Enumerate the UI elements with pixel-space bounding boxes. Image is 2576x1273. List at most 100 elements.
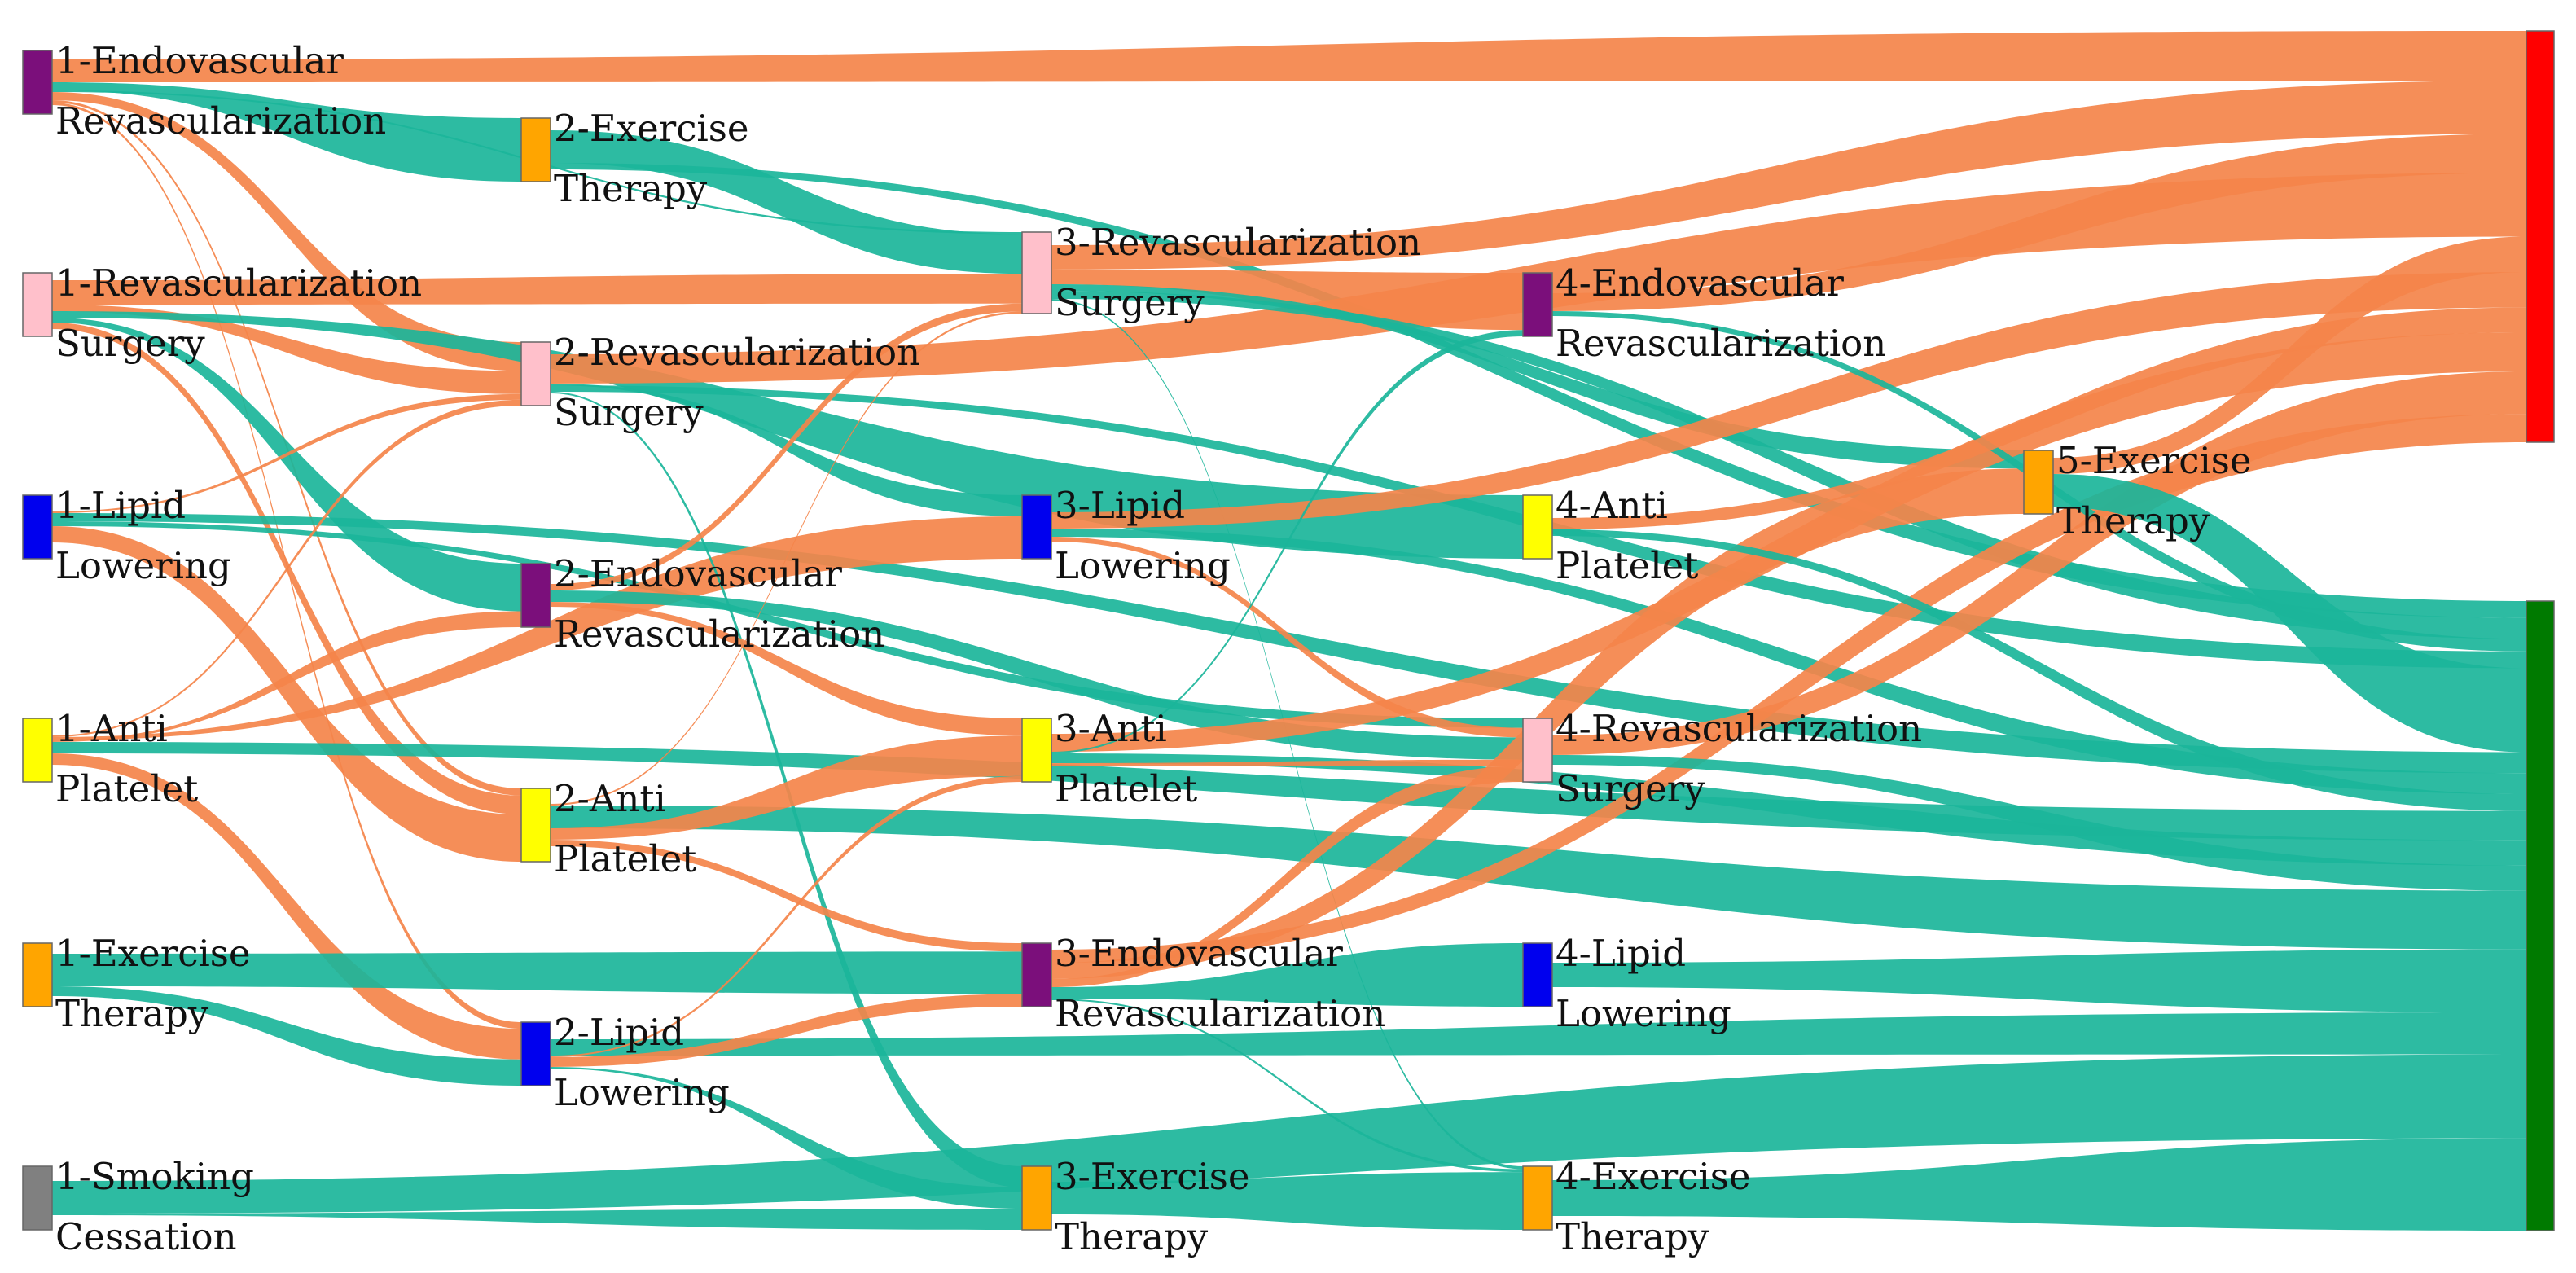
node-label-n4-surg: 4-Revascularization Surgery (1556, 707, 1922, 810)
flow-link-n3_lipid-to-out_red (1051, 272, 2526, 529)
node-label-line: Therapy (1556, 1215, 1709, 1258)
node-label-line: 2-Endovascular (554, 552, 842, 595)
flow-link-n1_anti-to-n2_lipid (52, 753, 521, 1060)
flow-link-n1_lipid-to-n2_surg (52, 393, 521, 513)
flow-link-n3_surg-to-out_red (1051, 80, 2526, 270)
node-n3-surg (1021, 231, 1052, 314)
flow-link-n4_lipid-to-out_green (1552, 949, 2526, 1013)
node-label-line: Lowering (554, 1071, 730, 1114)
flow-link-n2_anti-to-n3_endo (551, 840, 1022, 952)
node-n1-lipid (22, 494, 53, 560)
node-n1-endo (22, 50, 53, 115)
node-n2-exer (520, 117, 551, 182)
node-label-line: 3-Exercise (1055, 1155, 1250, 1198)
node-n2-anti (520, 788, 551, 863)
flow-link-n1_surg-to-n3_surg (52, 274, 1022, 305)
node-n3-lipid (1021, 494, 1052, 560)
node-label-n5-exer: 5-Exercise Therapy (2056, 439, 2252, 542)
flow-link-n3_endo-to-n4_lipid (1051, 943, 1523, 1007)
node-label-line: Revascularization (1055, 992, 1385, 1035)
flow-link-n1_exer-to-n2_lipid (52, 986, 521, 1086)
node-label-line: Therapy (55, 992, 209, 1035)
node-label-line: Surgery (1556, 767, 1705, 810)
flow-link-n5_exer-to-out_green (2053, 474, 2526, 753)
flow-link-n1_endo-to-n2_exer (52, 82, 521, 182)
node-label-n1-exer: 1-Exercise Therapy (55, 932, 251, 1035)
node-label-line: 1-Anti (55, 707, 168, 750)
node-label-line: 1-Revascularization (55, 261, 422, 305)
flow-link-n3_anti-to-n4_surg (1051, 759, 1523, 766)
node-label-line: 3-Endovascular (1055, 932, 1343, 975)
node-label-line: Lowering (1055, 544, 1231, 587)
flow-link-n1_lipid-to-n2_anti (52, 526, 521, 862)
node-label-n4-exer: 4-Exercise Therapy (1556, 1155, 1751, 1258)
node-label-n4-anti: 4-Anti Platelet (1556, 484, 1698, 587)
flow-link-n2_lipid-to-n3_exer (551, 1067, 1022, 1209)
node-label-line: 3-Lipid (1055, 484, 1185, 527)
node-out-red (2526, 30, 2555, 443)
flow-link-n1_lipid-to-n4_surg (52, 521, 1523, 728)
node-label-n1-endo: 1-Endovascular Revascularization (55, 39, 386, 143)
node-label-line: Revascularization (1556, 322, 1886, 365)
sankey-nodes (22, 30, 2555, 1231)
flow-link-n4_endo-to-out_red (1552, 134, 2526, 311)
node-label-line: Therapy (554, 167, 708, 210)
flow-link-n5_exer-to-out_red (2053, 236, 2526, 474)
flow-link-n2_endo-to-n3_anti (551, 602, 1022, 736)
node-label-line: Cessation (55, 1215, 237, 1258)
flow-link-n3_anti-to-n4_endo (1051, 330, 1523, 753)
node-n3-exer (1021, 1165, 1052, 1231)
node-label-line: Platelet (554, 837, 696, 880)
node-n2-endo (520, 563, 551, 628)
node-label-line: Platelet (55, 767, 198, 810)
node-label-line: 5-Exercise (2056, 439, 2252, 482)
node-label-line: 3-Anti (1055, 707, 1167, 750)
node-label-line: Platelet (1055, 767, 1197, 810)
node-label-line: 3-Revascularization (1055, 221, 1421, 264)
sankey-links (52, 31, 2526, 1231)
node-label-line: Lowering (1556, 992, 1731, 1035)
node-label-n2-endo: 2-Endovascular Revascularization (554, 552, 884, 656)
flow-link-n2_lipid-to-n3_endo (551, 994, 1022, 1067)
node-label-n3-endo: 3-Endovascular Revascularization (1055, 932, 1385, 1035)
node-n4-surg (1522, 718, 1553, 783)
node-label-line: Lowering (55, 544, 231, 587)
flow-link-n3_surg-to-out_green (1051, 291, 2526, 639)
flow-link-n1_exer-to-n3_endo (52, 951, 1022, 994)
node-label-n1-surg: 1-Revascularization Surgery (55, 261, 422, 365)
node-label-line: Platelet (1556, 544, 1698, 587)
node-label-line: 1-Smoking (55, 1155, 254, 1198)
node-n1-anti (22, 718, 53, 783)
flow-link-n3_surg-to-n5_exer (1051, 284, 2024, 469)
node-label-n1-anti: 1-Anti Platelet (55, 707, 198, 810)
flow-link-n2_anti-to-n3_surg (551, 311, 1022, 806)
flow-link-n4_surg-to-out_red (1552, 371, 2526, 755)
node-label-line: Therapy (2056, 499, 2210, 542)
node-label-line: 2-Lipid (554, 1011, 684, 1054)
node-label-n3-exer: 3-Exercise Therapy (1055, 1155, 1250, 1258)
flow-link-n2_anti-to-n3_anti (551, 735, 1022, 840)
node-n1-smoke (22, 1165, 53, 1231)
node-label-n1-lipid: 1-Lipid Lowering (55, 484, 231, 587)
node-label-line: 2-Anti (554, 777, 666, 820)
node-label-n2-surg: 2-Revascularization Surgery (554, 331, 920, 434)
node-label-n1-smoke: 1-Smoking Cessation (55, 1155, 254, 1258)
node-n3-anti (1021, 718, 1052, 783)
node-label-n3-surg: 3-Revascularization Surgery (1055, 221, 1421, 324)
node-label-line: 4-Exercise (1556, 1155, 1751, 1198)
flow-link-n4_anti-to-out_green (1552, 529, 2526, 811)
flow-link-n1_lipid-to-out_green (52, 513, 2526, 774)
flow-link-n1_endo-to-out_red (52, 31, 2526, 82)
flow-link-n2_endo-to-n4_surg (551, 590, 1523, 760)
flow-link-n1_endo-to-n2_surg (52, 92, 521, 371)
node-label-line: 4-Anti (1556, 484, 1668, 527)
node-label-line: Surgery (55, 322, 205, 365)
node-n4-exer (1522, 1165, 1553, 1231)
flow-link-n2_exer-to-out_green (551, 163, 2526, 618)
flow-link-n1_anti-to-n2_endo (52, 611, 521, 742)
node-label-n4-endo: 4-Endovascular Revascularization (1556, 261, 1886, 365)
node-n4-lipid (1522, 942, 1553, 1007)
node-label-line: 4-Revascularization (1556, 707, 1922, 750)
flow-link-n4_exer-to-out_green (1552, 1138, 2526, 1231)
node-n1-exer (22, 942, 53, 1007)
